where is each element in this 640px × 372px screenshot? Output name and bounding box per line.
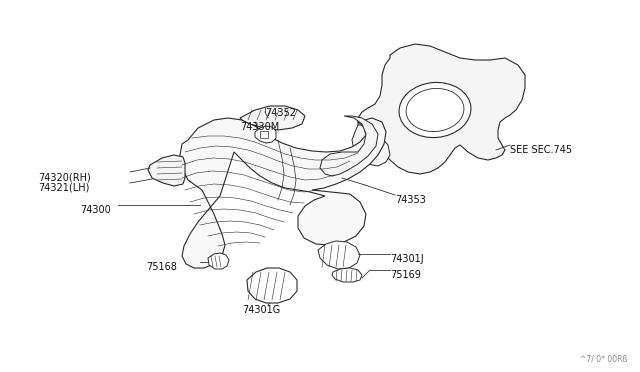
Ellipse shape xyxy=(406,89,464,132)
Text: 74320(RH): 74320(RH) xyxy=(38,172,91,182)
Polygon shape xyxy=(247,268,297,303)
Text: 75168: 75168 xyxy=(146,262,177,272)
Polygon shape xyxy=(240,106,305,130)
Polygon shape xyxy=(208,253,229,269)
Polygon shape xyxy=(180,118,386,268)
Text: SEE SEC.745: SEE SEC.745 xyxy=(510,145,572,155)
Polygon shape xyxy=(332,268,362,282)
Text: 74301G: 74301G xyxy=(242,305,280,315)
Polygon shape xyxy=(255,126,276,143)
Text: 74301J: 74301J xyxy=(390,254,424,264)
Text: ^7/ 0* 00Rß: ^7/ 0* 00Rß xyxy=(580,355,627,364)
Text: 74300: 74300 xyxy=(80,205,111,215)
Polygon shape xyxy=(148,155,185,186)
Text: 74330M: 74330M xyxy=(240,122,279,132)
Polygon shape xyxy=(358,44,525,174)
Ellipse shape xyxy=(399,83,471,138)
Text: 75169: 75169 xyxy=(390,270,421,280)
Polygon shape xyxy=(320,116,378,176)
Polygon shape xyxy=(260,131,268,138)
Polygon shape xyxy=(352,125,390,166)
Text: 74352: 74352 xyxy=(265,108,296,118)
Polygon shape xyxy=(318,241,360,269)
Text: 74353: 74353 xyxy=(395,195,426,205)
Text: 74321(LH): 74321(LH) xyxy=(38,183,90,193)
